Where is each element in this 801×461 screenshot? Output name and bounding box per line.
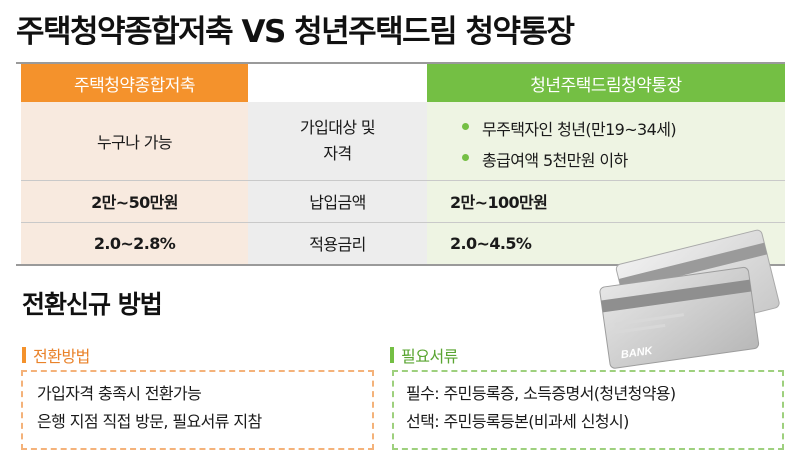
eligibility-label-line1: 가입대상 및	[299, 118, 376, 137]
row-divider	[21, 222, 785, 223]
table-top-border	[16, 62, 785, 64]
bullet-icon	[462, 154, 469, 161]
row-divider	[21, 180, 785, 181]
header-housing-subscription: 주택청약종합저축	[21, 64, 248, 102]
eligibility-label: 가입대상 및 자격	[248, 102, 427, 180]
method-box: 가입자격 충족시 전환가능 은행 지점 직접 방문, 필요서류 지참	[21, 370, 374, 450]
column-mid-background	[248, 102, 427, 264]
eligibility-left: 누구나 가능	[96, 133, 173, 152]
documents-label: 필요서류	[390, 343, 458, 367]
list-item: 무주택자인 청년(만19~34세)	[458, 112, 677, 143]
documents-line: 선택: 주민등록등본(비과세 신청시)	[406, 412, 629, 431]
method-line: 가입자격 충족시 전환가능	[37, 384, 202, 403]
section-title: 전환신규 방법	[22, 290, 163, 319]
table-bottom-border	[16, 264, 785, 266]
deposit-right: 2만~100만원	[450, 193, 548, 212]
list-item: 총급여액 5천만원 이하	[458, 143, 676, 174]
rate-right: 2.0~4.5%	[450, 233, 532, 253]
eligibility-right-list: 무주택자인 청년(만19~34세) 총급여액 5천만원 이하	[458, 112, 677, 174]
bullet-icon	[462, 123, 469, 130]
documents-box: 필수: 주민등록증, 소득증명서(청년청약용) 선택: 주민등록등본(비과세 신…	[392, 370, 784, 450]
column-right-background	[427, 102, 785, 264]
eligibility-label-line2: 자격	[323, 144, 352, 163]
column-left-background	[21, 102, 248, 264]
method-line: 은행 지점 직접 방문, 필요서류 지참	[37, 412, 262, 431]
method-label: 전환방법	[22, 343, 90, 367]
documents-line: 필수: 주민등록증, 소득증명서(청년청약용)	[406, 384, 676, 403]
rate-left: 2.0~2.8%	[93, 233, 176, 253]
label-bar-icon	[390, 347, 394, 363]
card-text: BANK	[620, 345, 654, 361]
deposit-left: 2만~50만원	[91, 193, 178, 212]
rate-label: 적용금리	[309, 235, 366, 254]
header-youth-housing-dream: 청년주택드림청약통장	[427, 64, 785, 102]
page-title: 주택청약종합저축 VS 청년주택드림 청약통장	[16, 14, 575, 50]
deposit-label: 납입금액	[309, 193, 366, 212]
label-bar-icon	[22, 347, 26, 363]
bank-card-icon: BANK	[599, 229, 780, 369]
